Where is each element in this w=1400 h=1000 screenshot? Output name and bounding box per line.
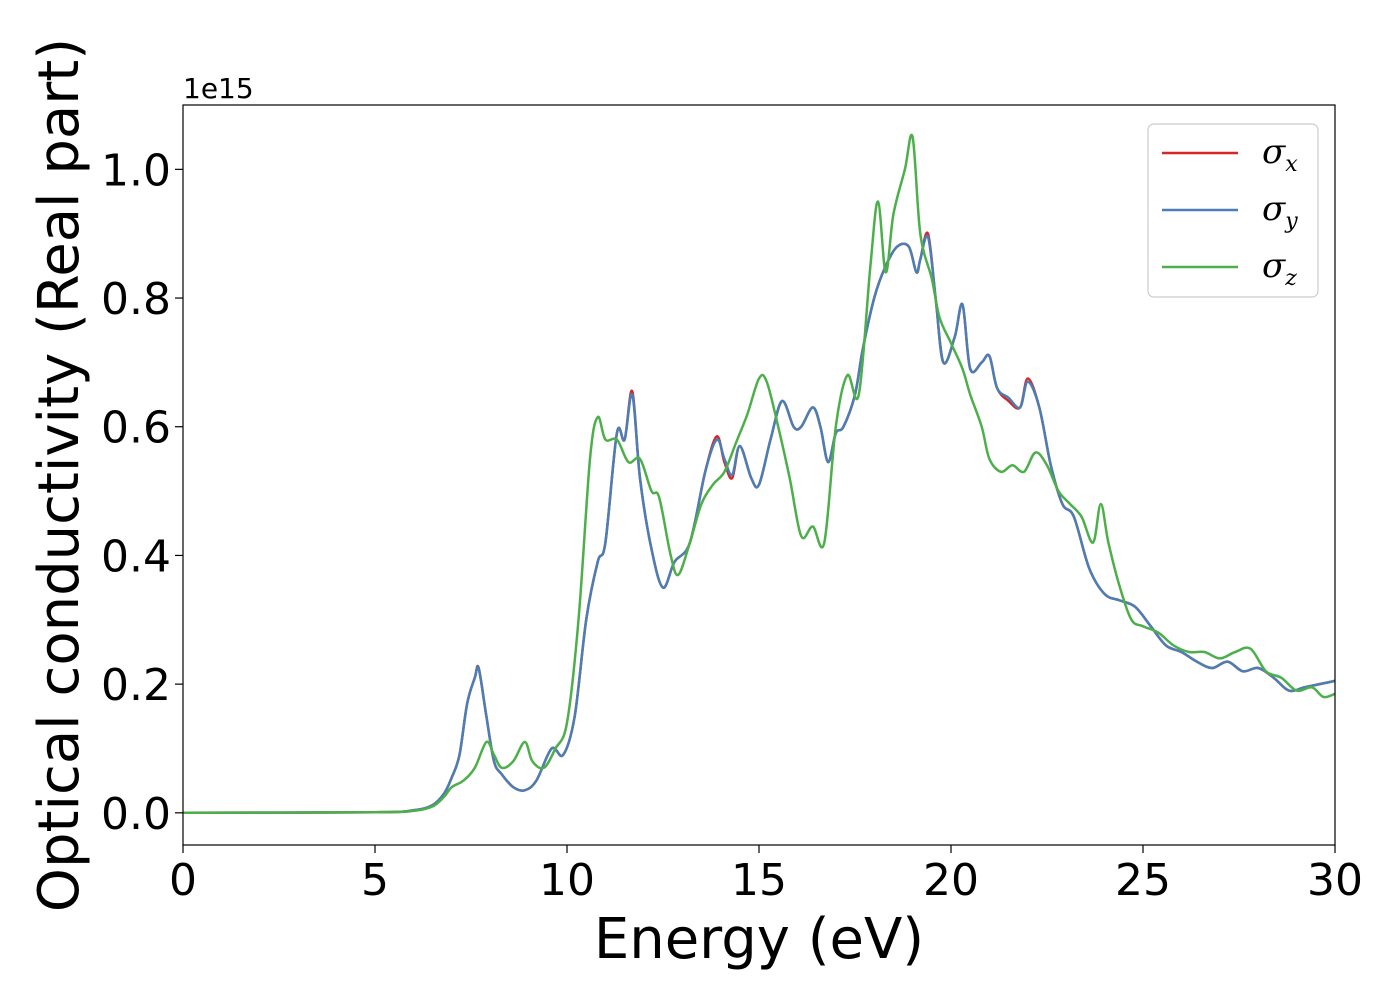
series-layer	[182, 133, 1336, 815]
y-offset-label: 1e15	[183, 72, 254, 105]
series-line-σy	[182, 234, 1336, 815]
y-axis: 0.0 0.2 0.4 0.6 0.8 1.0	[101, 145, 183, 840]
y-tick-label: 0.6	[101, 403, 171, 454]
series-line-σz	[182, 133, 1336, 815]
y-tick-label: 0.0	[101, 789, 171, 840]
x-axis: 0 5 10 15 20 25 30	[169, 845, 1363, 906]
x-tick-label: 25	[1115, 855, 1171, 906]
plot-area	[183, 105, 1335, 845]
x-tick-label: 0	[169, 855, 197, 906]
y-tick-label: 1.0	[101, 145, 171, 196]
x-tick-label: 20	[923, 855, 979, 906]
y-axis-title: Optical conductivity (Real part)	[27, 38, 92, 912]
y-tick-label: 0.8	[101, 274, 171, 325]
y-tick-label: 0.4	[101, 531, 171, 582]
x-tick-label: 30	[1307, 855, 1363, 906]
x-axis-title: Energy (eV)	[594, 907, 924, 972]
x-tick-label: 10	[539, 855, 595, 906]
y-tick-label: 0.2	[101, 660, 171, 711]
x-tick-label: 15	[731, 855, 787, 906]
x-tick-label: 5	[361, 855, 389, 906]
